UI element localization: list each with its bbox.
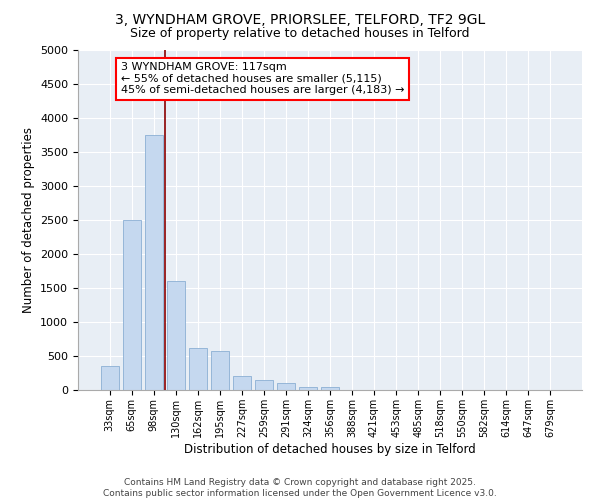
- Bar: [167, 281, 185, 390]
- Bar: [321, 386, 339, 390]
- Bar: [233, 376, 251, 390]
- Bar: [211, 350, 229, 390]
- Bar: [189, 348, 206, 390]
- Text: Size of property relative to detached houses in Telford: Size of property relative to detached ho…: [130, 28, 470, 40]
- Text: Contains HM Land Registry data © Crown copyright and database right 2025.
Contai: Contains HM Land Registry data © Crown c…: [103, 478, 497, 498]
- Y-axis label: Number of detached properties: Number of detached properties: [22, 127, 35, 313]
- Bar: [145, 135, 163, 390]
- Bar: [101, 366, 119, 390]
- Bar: [277, 383, 295, 390]
- X-axis label: Distribution of detached houses by size in Telford: Distribution of detached houses by size …: [184, 442, 476, 456]
- Text: 3 WYNDHAM GROVE: 117sqm
← 55% of detached houses are smaller (5,115)
45% of semi: 3 WYNDHAM GROVE: 117sqm ← 55% of detache…: [121, 62, 404, 96]
- Text: 3, WYNDHAM GROVE, PRIORSLEE, TELFORD, TF2 9GL: 3, WYNDHAM GROVE, PRIORSLEE, TELFORD, TF…: [115, 12, 485, 26]
- Bar: [299, 386, 317, 390]
- Bar: [255, 380, 273, 390]
- Bar: [123, 220, 140, 390]
